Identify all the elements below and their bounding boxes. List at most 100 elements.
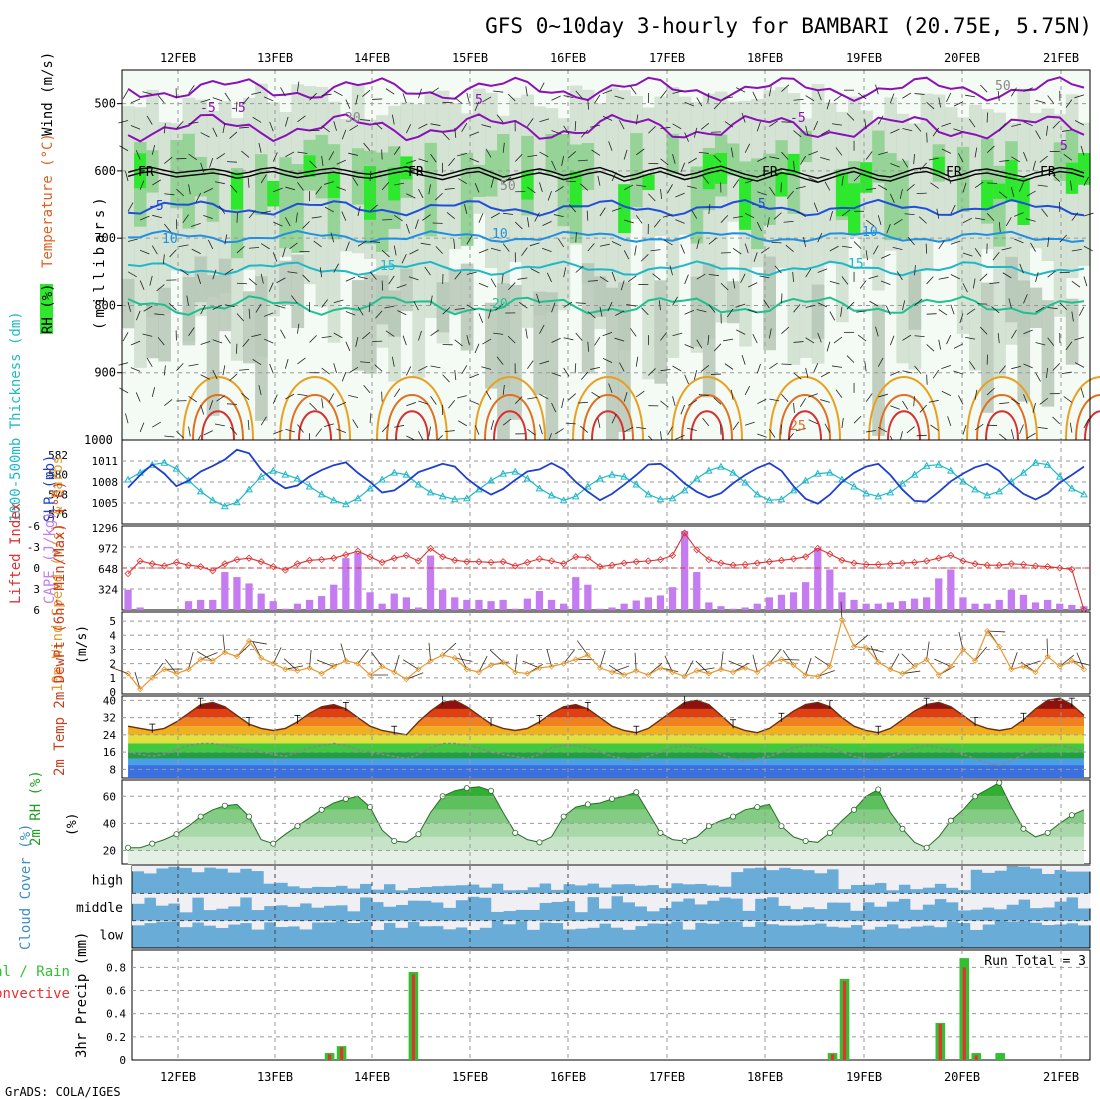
wind-barb: [580, 371, 589, 380]
wind-barb: [273, 187, 283, 193]
wind-speed-point: [814, 673, 821, 680]
wind-barb: [986, 145, 995, 154]
rh-point: [802, 837, 809, 844]
cape-bar: [414, 607, 423, 610]
contour-label: 15: [848, 257, 864, 272]
wind-barb: [393, 245, 397, 256]
wind-barb: [756, 363, 761, 374]
cloud-clear-cell: [587, 920, 600, 928]
wind-barb: [200, 341, 211, 345]
wind-barb: [853, 415, 862, 424]
wind-barb: [636, 148, 645, 156]
contour-label: 50: [995, 79, 1011, 94]
warm-isotherm-arch: [182, 376, 254, 441]
wind-barb: [732, 421, 740, 431]
rh-moist-cell: [485, 150, 498, 197]
cape-bar: [898, 601, 907, 610]
cloud-clear-cell: [515, 893, 528, 910]
rh-point: [705, 823, 712, 830]
wind-barb: [992, 252, 1000, 261]
wind-barb: [263, 338, 274, 344]
rh-low-cell: [1065, 298, 1079, 365]
wind-barb: [333, 90, 343, 97]
li-tick-label: 3: [33, 583, 40, 596]
wind-barb: [938, 309, 948, 316]
wind-barb: [527, 360, 534, 369]
wind-10m-barb: [165, 659, 177, 674]
wind-barb: [906, 426, 915, 434]
wind-barb: [1059, 302, 1068, 310]
wind-barb: [297, 115, 306, 123]
wind-barb: [555, 428, 564, 435]
wind-barb: [336, 159, 347, 165]
cloud-clear-cell: [179, 893, 193, 913]
millibars-axis-label: (millibars): [92, 193, 108, 330]
cloud-clear-cell: [311, 920, 325, 923]
rh-moist-cell: [279, 157, 292, 249]
cloud-clear-cell: [251, 920, 265, 930]
wind-barb: [1065, 99, 1073, 108]
cloud-clear-cell: [730, 866, 744, 873]
wind-barb: [1002, 272, 1012, 279]
temperature-tick-label: 16: [103, 746, 116, 759]
cloud-clear-cell: [622, 893, 636, 903]
wind-barb: [667, 184, 673, 194]
cloud-clear-cell: [946, 920, 959, 922]
thickness-point: [354, 494, 362, 502]
wind-barb: [527, 397, 538, 400]
rh-moist-cell: [872, 130, 885, 183]
wind-barb: [974, 389, 978, 400]
wind-barb: [430, 329, 439, 337]
li-point: [390, 554, 398, 562]
thickness-point: [245, 485, 253, 493]
wind-barb: [563, 267, 567, 278]
thickness-point: [922, 461, 931, 469]
wind-barb: [698, 394, 709, 396]
cape-bar: [305, 599, 314, 610]
cloud-clear-cell: [790, 866, 804, 870]
wind-barb: [226, 403, 237, 405]
wind-barb: [197, 274, 202, 285]
cloud-clear-cell: [503, 920, 516, 925]
cloud-clear-cell: [1054, 893, 1067, 902]
cloud-clear-cell: [563, 866, 576, 885]
thickness-point: [366, 484, 374, 492]
wind-barb: [154, 313, 165, 316]
wind-speed-point: [596, 664, 604, 671]
wind-barb: [357, 240, 367, 247]
cloud-clear-cell: [922, 920, 935, 926]
warm-isotherm-arch: [976, 394, 1028, 441]
li-point: [668, 551, 677, 559]
wind-barb: [333, 121, 337, 131]
rh-mid-cell: [243, 97, 256, 270]
cloud-clear-cell: [323, 920, 337, 923]
wind-10m-barb: [608, 664, 625, 676]
wind-barb: [241, 392, 250, 400]
wind-speed-point: [294, 667, 301, 674]
wind-speed-point: [306, 664, 313, 671]
wind-barb: [953, 128, 964, 133]
wind-barb: [525, 86, 528, 97]
cloud-clear-cell: [587, 893, 600, 898]
cloud-clear-cell: [503, 866, 516, 891]
wind-speed-point: [1008, 666, 1015, 673]
wind-barb: [130, 367, 141, 372]
temperature-grid: [122, 696, 1090, 778]
wind-speed-point: [185, 666, 192, 673]
cape-tick-label: 324: [98, 584, 118, 597]
wind-barb: [805, 95, 815, 102]
li-point: [1031, 562, 1040, 570]
wind-barb: [930, 182, 939, 189]
wind-barb: [1078, 306, 1085, 316]
wind-barb: [385, 88, 395, 95]
cloud-clear-cell: [862, 920, 875, 930]
wind-speed-point: [475, 669, 483, 676]
wind-barb: [720, 282, 729, 291]
wind-barb: [297, 323, 300, 334]
cloud-clear-cell: [706, 893, 720, 901]
cape-bar: [439, 589, 447, 610]
wind-barb: [208, 239, 214, 250]
rh-low-cell: [1041, 300, 1055, 407]
cloud-clear-cell: [287, 920, 301, 927]
